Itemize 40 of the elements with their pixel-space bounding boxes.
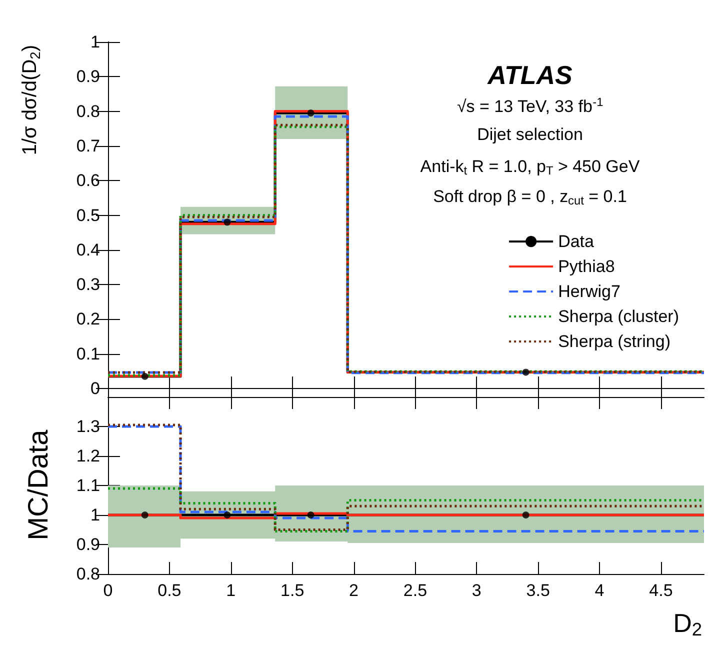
y-tick-label: 1.2	[76, 446, 100, 466]
x-tick-label: 3	[472, 581, 482, 600]
point	[307, 110, 314, 117]
y-tick-label: 0.7	[76, 136, 100, 156]
x-tick-label: 2.5	[403, 581, 428, 600]
legend-label: Herwig7	[558, 282, 620, 301]
annotation: ATLAS	[486, 60, 574, 90]
legend-label: Pythia8	[558, 257, 615, 276]
y-tick-label: 0.6	[76, 171, 100, 190]
annotation: Dijet selection	[477, 125, 583, 144]
x-tick-label: 0	[103, 581, 113, 600]
x-tick-label: 4.5	[649, 581, 673, 600]
x-tick-label: 1.5	[280, 581, 304, 600]
y-tick-label: 1.3	[76, 417, 100, 436]
y-tick-label: 0.2	[76, 310, 100, 329]
y-tick-label: 0.4	[76, 240, 100, 260]
y-tick-label: 1	[90, 32, 100, 52]
y-tick-label: 0	[90, 379, 100, 398]
y-tick-label: 0.9	[76, 67, 100, 86]
y-tick-label: 1	[90, 506, 100, 524]
y-tick-label: 0.3	[76, 275, 100, 294]
y-axis-title: MC/Data	[22, 429, 54, 540]
x-tick-label: 3.5	[526, 581, 550, 600]
y-tick-label: 1.1	[76, 476, 100, 495]
y-tick-label: 0.8	[76, 564, 100, 584]
point	[522, 368, 530, 376]
legend-label: Sherpa (cluster)	[558, 307, 680, 326]
legend-label: Data	[558, 232, 595, 251]
y-tick-label: 0.8	[76, 102, 100, 121]
x-tick-label: 4	[594, 581, 604, 600]
x-tick-label: 0.5	[158, 581, 182, 600]
y-tick-label: 0.9	[76, 535, 100, 554]
y-tick-label: 0.5	[76, 206, 100, 225]
y-axis-title: 1/σ dσ/d(D2)	[19, 44, 43, 156]
x-tick-label: 2	[349, 581, 359, 600]
point	[141, 372, 148, 380]
legend-label: Sherpa (string)	[558, 332, 671, 351]
point	[224, 218, 231, 226]
y-tick-label: 0.1	[76, 344, 100, 364]
x-tick-label: 1	[226, 581, 236, 600]
